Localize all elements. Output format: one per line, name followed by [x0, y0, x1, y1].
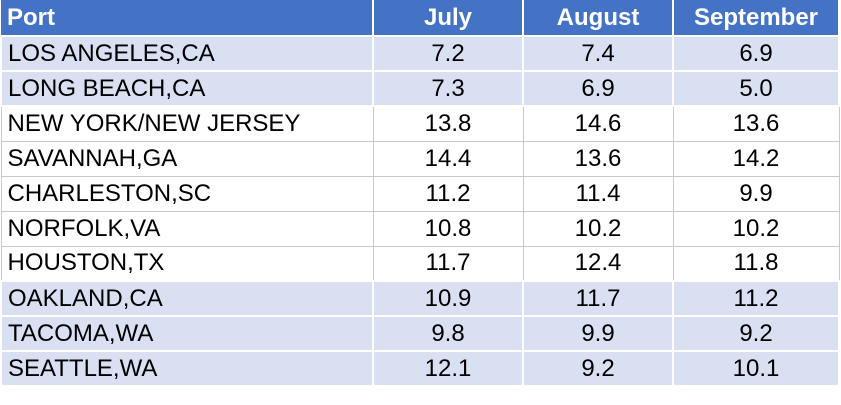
header-row: Port July August September: [1, 0, 840, 36]
column-header: Port: [1, 0, 374, 36]
port-table: Port July August September LOS ANGELES,CA 7.…: [0, 0, 840, 387]
table-row: OAKLAND,CA 10.9 11.7 11.2: [0, 280, 840, 317]
column-header: August: [523, 0, 674, 36]
value-cell: 10.9: [372, 280, 524, 317]
value-cell: 14.4: [372, 140, 524, 177]
value-cell: 10.1: [672, 350, 840, 387]
value-cell: 14.6: [522, 105, 674, 142]
table-row: NORFOLK,VA 10.8 10.2 10.2: [0, 210, 840, 247]
value-cell: 7.2: [372, 35, 524, 72]
column-header: July: [373, 0, 524, 36]
table-row: SEATTLE,WA 12.1 9.2 10.1: [0, 350, 840, 387]
value-cell: 5.0: [672, 70, 840, 107]
value-cell: 7.3: [372, 70, 524, 107]
value-cell: 12.4: [522, 245, 674, 282]
table-body: LOS ANGELES,CA 7.2 7.4 6.9 LONG BEACH,CA 7.3 6…: [0, 35, 840, 387]
port-cell: NORFOLK,VA: [0, 210, 374, 247]
value-cell: 7.4: [522, 35, 674, 72]
value-cell: 13.8: [372, 105, 524, 142]
value-cell: 6.9: [522, 70, 674, 107]
port-cell: HOUSTON,TX: [0, 245, 374, 282]
value-cell: 11.7: [522, 280, 674, 317]
port-cell: NEW YORK/NEW JERSEY: [0, 105, 374, 142]
port-cell: LONG BEACH,CA: [0, 70, 374, 107]
value-cell: 9.9: [672, 175, 840, 212]
table-row: CHARLESTON,SC 11.2 11.4 9.9: [0, 175, 840, 212]
port-cell: SAVANNAH,GA: [0, 140, 374, 177]
table-row: TACOMA,WA 9.8 9.9 9.2: [0, 315, 840, 352]
value-cell: 9.2: [672, 315, 840, 352]
value-cell: 13.6: [522, 140, 674, 177]
table-row: NEW YORK/NEW JERSEY 13.8 14.6 13.6: [0, 105, 840, 142]
value-cell: 11.2: [672, 280, 840, 317]
value-cell: 11.8: [672, 245, 840, 282]
value-cell: 10.8: [372, 210, 524, 247]
port-cell: LOS ANGELES,CA: [0, 35, 374, 72]
value-cell: 11.2: [372, 175, 524, 212]
value-cell: 11.7: [372, 245, 524, 282]
value-cell: 9.2: [522, 350, 674, 387]
value-cell: 12.1: [372, 350, 524, 387]
table-row: LOS ANGELES,CA 7.2 7.4 6.9: [0, 35, 840, 72]
port-cell: CHARLESTON,SC: [0, 175, 374, 212]
value-cell: 10.2: [522, 210, 674, 247]
value-cell: 13.6: [672, 105, 840, 142]
value-cell: 14.2: [672, 140, 840, 177]
column-header: September: [673, 0, 840, 36]
table-row: SAVANNAH,GA 14.4 13.6 14.2: [0, 140, 840, 177]
value-cell: 9.9: [522, 315, 674, 352]
port-cell: TACOMA,WA: [0, 315, 374, 352]
port-cell: OAKLAND,CA: [0, 280, 374, 317]
value-cell: 10.2: [672, 210, 840, 247]
value-cell: 11.4: [522, 175, 674, 212]
value-cell: 9.8: [372, 315, 524, 352]
value-cell: 6.9: [672, 35, 840, 72]
port-cell: SEATTLE,WA: [0, 350, 374, 387]
table-row: HOUSTON,TX 11.7 12.4 11.8: [0, 245, 840, 282]
table-row: LONG BEACH,CA 7.3 6.9 5.0: [0, 70, 840, 107]
